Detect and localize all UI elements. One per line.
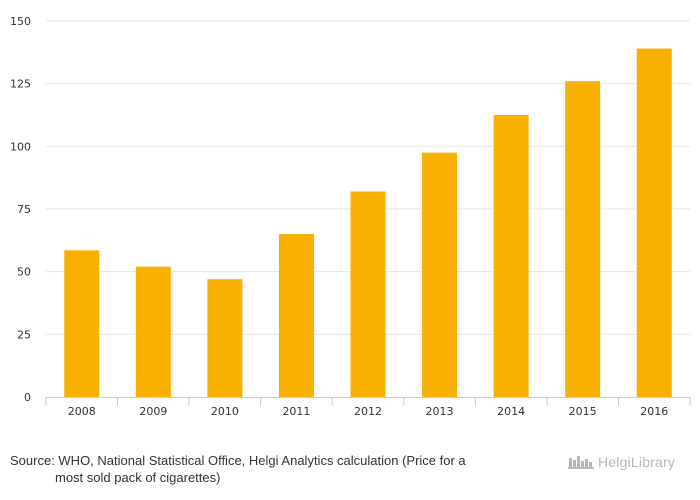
y-axis-labels: 0 25 50 75 100 125 150 bbox=[10, 15, 31, 404]
source-line-2: most sold pack of cigarettes) bbox=[55, 470, 221, 485]
y-tick-label: 75 bbox=[17, 203, 31, 216]
bar-2014 bbox=[493, 115, 529, 397]
bars bbox=[64, 48, 672, 397]
x-tick-label: 2014 bbox=[497, 405, 525, 418]
bar-2008 bbox=[64, 250, 100, 397]
x-axis-labels: 2008 2009 2010 2011 2012 2013 2014 2015 2016 bbox=[68, 405, 668, 418]
y-tick-label: 125 bbox=[10, 78, 31, 91]
source-line-1: Source: WHO, National Statistical Office… bbox=[10, 453, 466, 468]
bar-2010 bbox=[207, 279, 243, 397]
bar-2016 bbox=[636, 48, 672, 397]
x-tick-label: 2016 bbox=[640, 405, 668, 418]
y-tick-label: 0 bbox=[24, 391, 31, 404]
x-tick-label: 2012 bbox=[354, 405, 382, 418]
x-tick-label: 2009 bbox=[139, 405, 167, 418]
x-tick-label: 2010 bbox=[211, 405, 239, 418]
y-tick-label: 50 bbox=[17, 266, 31, 279]
bar-2013 bbox=[422, 152, 458, 397]
y-tick-label: 25 bbox=[17, 328, 31, 341]
helgi-library-logo: HelgiLibrary bbox=[568, 451, 693, 473]
x-tick-label: 2015 bbox=[569, 405, 597, 418]
source-note: Source: WHO, National Statistical Office… bbox=[10, 452, 520, 486]
bar-2009 bbox=[135, 266, 171, 397]
bar-2011 bbox=[278, 234, 314, 397]
x-tick-label: 2008 bbox=[68, 405, 96, 418]
bar-2012 bbox=[350, 191, 386, 397]
x-tick-label: 2011 bbox=[282, 405, 310, 418]
y-tick-label: 100 bbox=[10, 140, 31, 153]
logo-text: HelgiLibrary bbox=[598, 454, 676, 470]
bar-2015 bbox=[565, 81, 601, 397]
x-tick-label: 2013 bbox=[426, 405, 454, 418]
helgi-library-logo-icon bbox=[568, 456, 594, 469]
x-axis bbox=[45, 397, 691, 406]
y-tick-label: 150 bbox=[10, 15, 31, 28]
bar-chart: 0 25 50 75 100 125 150 2008 2009 2010 2011 2012 201… bbox=[10, 15, 691, 418]
